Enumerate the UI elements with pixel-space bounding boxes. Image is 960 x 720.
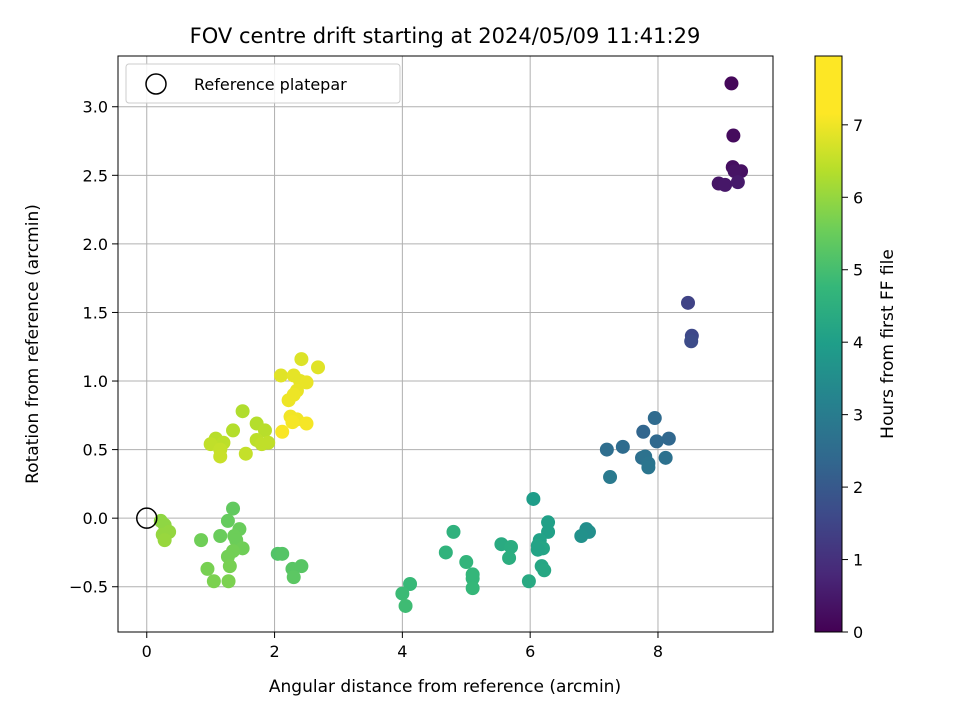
data-point <box>504 539 518 554</box>
data-point <box>727 164 742 179</box>
data-point <box>599 442 614 457</box>
data-point <box>157 533 172 548</box>
y-tick-label: 0.5 <box>83 441 108 460</box>
data-point <box>541 515 556 530</box>
x-tick-label: 4 <box>397 642 407 661</box>
data-point <box>213 529 228 543</box>
colorbar-tick-label: 4 <box>853 333 863 352</box>
y-axis-label: Rotation from reference (arcmin) <box>23 204 43 484</box>
colorbar-tick-label: 6 <box>853 188 863 207</box>
chart-title: FOV centre drift starting at 2024/05/09 … <box>190 24 701 48</box>
data-point <box>658 450 673 465</box>
data-point <box>530 542 545 557</box>
data-point <box>403 577 418 591</box>
data-point <box>294 559 309 574</box>
y-tick-label: 1.0 <box>83 372 108 391</box>
data-point <box>615 439 630 454</box>
data-point <box>222 559 237 574</box>
data-point <box>226 501 241 516</box>
data-point <box>647 411 662 426</box>
data-point <box>275 546 290 561</box>
data-point <box>459 555 474 570</box>
data-point <box>299 416 314 431</box>
colorbar-ticks: 0 1 2 3 4 5 6 7 <box>842 116 863 642</box>
plot-frame <box>117 55 774 633</box>
data-point <box>311 360 326 375</box>
data-point <box>213 449 228 464</box>
data-point <box>718 177 733 192</box>
y-tick-label: −0.5 <box>69 578 108 597</box>
data-point <box>286 570 301 585</box>
x-tick-label: 6 <box>525 642 535 661</box>
colorbar-tick-label: 3 <box>853 406 863 425</box>
data-point <box>285 415 300 430</box>
colorbar-tick-label: 2 <box>853 478 863 497</box>
data-point <box>730 175 745 190</box>
colorbar-tick-label: 5 <box>853 261 863 280</box>
data-point <box>299 375 314 390</box>
legend-marker-icon <box>145 73 167 95</box>
data-point <box>438 545 453 560</box>
data-point <box>724 76 739 91</box>
data-point <box>220 513 235 528</box>
data-point <box>649 434 664 449</box>
data-points <box>153 76 749 613</box>
data-point <box>281 393 296 408</box>
data-point <box>537 563 552 578</box>
data-point <box>446 524 461 539</box>
colorbar-tick-label: 1 <box>853 551 863 570</box>
x-tick-label: 0 <box>142 642 152 661</box>
y-axis-ticks: −0.5 0.0 0.5 1.0 1.5 2.0 2.5 3.0 <box>69 98 118 597</box>
x-axis-label: Angular distance from reference (arcmin) <box>269 677 621 697</box>
y-tick-label: 3.0 <box>83 98 108 117</box>
legend-entry-label: Reference platepar <box>194 75 347 94</box>
data-point <box>398 598 413 613</box>
data-point <box>661 431 676 446</box>
data-point <box>275 424 290 439</box>
data-point <box>257 423 272 438</box>
data-point <box>521 574 536 589</box>
reference-platepar-point <box>136 507 158 529</box>
colorbar-tick-label: 0 <box>853 623 863 642</box>
data-point <box>273 368 288 383</box>
x-tick-label: 2 <box>269 642 279 661</box>
data-point <box>221 574 236 589</box>
data-point <box>681 295 696 310</box>
colorbar-label: Hours from first FF file <box>878 249 898 439</box>
y-tick-label: 2.0 <box>83 235 108 254</box>
data-point <box>502 550 517 565</box>
data-point <box>526 491 541 506</box>
x-axis-ticks: 0 2 4 6 8 <box>142 632 663 661</box>
data-point <box>238 446 253 461</box>
data-point <box>226 423 241 438</box>
data-point <box>465 581 480 596</box>
colorbar-gradient <box>814 55 843 633</box>
data-point <box>261 435 276 450</box>
data-point <box>194 533 209 548</box>
data-point <box>641 460 656 475</box>
data-point <box>603 470 618 485</box>
data-point <box>636 424 651 439</box>
data-point <box>235 404 250 419</box>
data-point <box>294 352 309 367</box>
data-point <box>206 574 221 589</box>
colorbar-tick-label: 7 <box>853 116 863 135</box>
y-tick-label: 0.0 <box>83 509 108 528</box>
data-point <box>574 529 589 543</box>
data-point <box>726 128 741 143</box>
data-point <box>200 561 215 576</box>
data-point <box>465 571 480 586</box>
data-point <box>395 586 410 601</box>
data-point <box>684 334 699 349</box>
colorbar: 0 1 2 3 4 5 6 7 Hours from first FF file <box>814 55 898 642</box>
legend: Reference platepar <box>125 63 401 104</box>
x-tick-label: 8 <box>653 642 663 661</box>
y-tick-label: 2.5 <box>83 166 108 185</box>
y-tick-label: 1.5 <box>83 303 108 322</box>
legend-box <box>125 63 401 104</box>
